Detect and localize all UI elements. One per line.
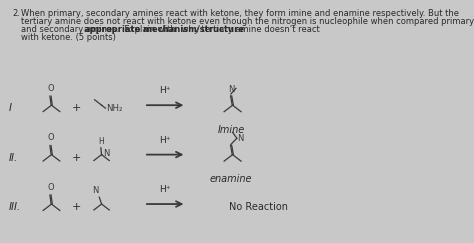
Text: When primary, secondary amines react with ketone, they form imine and enamine re: When primary, secondary amines react wit… [21, 9, 459, 18]
Text: +: + [72, 153, 81, 163]
Text: II.: II. [9, 153, 18, 163]
Text: +: + [72, 103, 81, 113]
Text: tertiary amine does not react with ketone even though the nitrogen is nucleophil: tertiary amine does not react with keton… [21, 17, 474, 26]
Text: appropriate mechanism/structure: appropriate mechanism/structure [84, 25, 244, 34]
Text: N: N [228, 85, 234, 94]
Text: and secondary amines.  Explain with: and secondary amines. Explain with [21, 25, 179, 34]
Text: N: N [237, 134, 244, 143]
Text: III.: III. [9, 202, 21, 212]
Text: I: I [9, 103, 12, 113]
Text: N: N [92, 186, 99, 195]
Text: H⁺: H⁺ [159, 86, 171, 95]
Text: with ketone. (5 points): with ketone. (5 points) [21, 33, 116, 42]
Text: H: H [98, 137, 104, 146]
Text: N: N [103, 149, 109, 158]
Text: O: O [47, 133, 54, 142]
Text: enamine: enamine [210, 174, 252, 184]
Text: H⁺: H⁺ [159, 185, 171, 194]
Text: No Reaction: No Reaction [229, 202, 288, 212]
Text: O: O [47, 183, 54, 192]
Text: H⁺: H⁺ [159, 136, 171, 145]
Text: why tertiary amine doesn’t react: why tertiary amine doesn’t react [179, 25, 319, 34]
Text: Imine: Imine [218, 125, 245, 135]
Text: +: + [72, 202, 81, 212]
Text: 2.: 2. [12, 9, 20, 18]
Text: NH₂: NH₂ [106, 104, 123, 113]
Text: O: O [47, 84, 54, 93]
